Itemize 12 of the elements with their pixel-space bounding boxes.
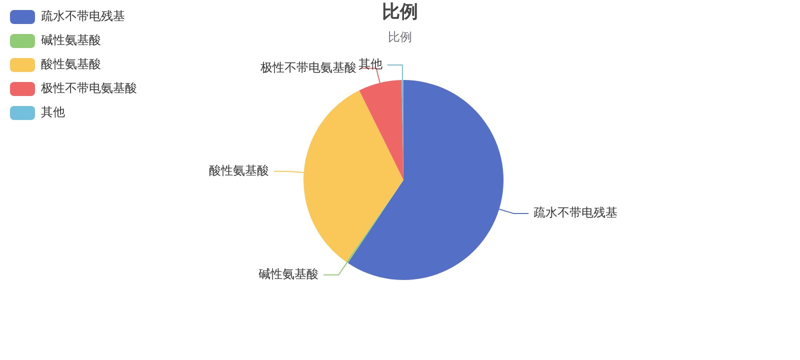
slice-label: 碱性氨基酸	[258, 267, 319, 282]
legend-label: 酸性氨基酸	[41, 57, 101, 72]
legend-label: 碱性氨基酸	[41, 33, 101, 48]
slice-label: 酸性氨基酸	[208, 163, 269, 178]
slice-label: 极性不带电氨基酸	[259, 60, 356, 74]
legend-label: 极性不带电氨基酸	[40, 81, 137, 96]
slice-label: 疏水不带电残基	[534, 206, 618, 220]
legend-label: 疏水不带电残基	[41, 9, 125, 24]
legend-label: 其他	[41, 105, 65, 120]
text: 比例	[388, 30, 412, 44]
chart-title: 比例	[382, 2, 418, 23]
slice-label: 其他	[358, 57, 382, 72]
